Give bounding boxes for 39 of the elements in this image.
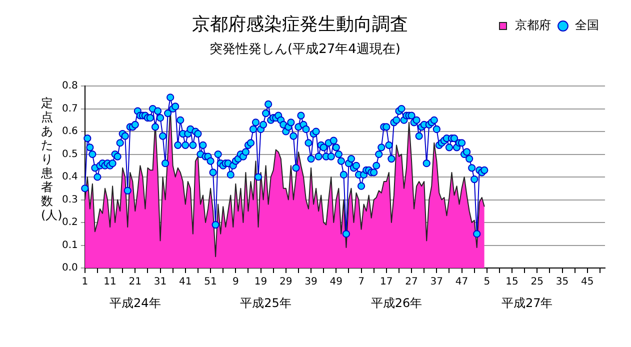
x-tick-label: 7 (358, 276, 364, 288)
text: 平成26年 (370, 296, 422, 310)
y-tick-label: 0.6 (62, 126, 78, 138)
legend-label: 京都府 (515, 18, 551, 32)
y-tick-label: 0.2 (62, 217, 78, 228)
text: 平成27年 (501, 296, 553, 310)
x-tick-label: 9 (232, 276, 239, 288)
text: 平成24年 (110, 296, 161, 310)
x-tick-label: 37 (430, 276, 444, 288)
x-tick-label: 45 (581, 276, 594, 288)
x-tick-label: 11 (104, 276, 116, 288)
x-tick-label: 49 (330, 276, 343, 288)
x-tick-label: 27 (405, 276, 418, 288)
chart-title: 京都府感染症発生動向調査 (192, 14, 408, 35)
x-tick-label: 51 (204, 276, 217, 288)
x-tick-label: 21 (128, 276, 142, 288)
y-tick-label: 0.1 (62, 240, 78, 251)
x-tick-label: 31 (154, 276, 167, 288)
x-tick-label: 5 (484, 276, 490, 288)
y-tick-label: 0.5 (62, 148, 78, 160)
x-tick-label: 25 (530, 276, 544, 288)
y-tick-label: 0.4 (62, 172, 78, 183)
x-tick-label: 15 (506, 276, 518, 288)
y-tick-label: 0.3 (62, 194, 78, 206)
x-tick-label: 47 (455, 276, 468, 288)
y-tick-label: 0.0 (62, 262, 78, 274)
y-tick-label: 0.7 (62, 103, 78, 114)
y-tick-label: 0.8 (62, 80, 78, 92)
x-tick-label: 29 (280, 276, 292, 288)
x-tick-label: 39 (304, 276, 318, 288)
text: 平成25年 (240, 296, 292, 310)
x-tick-label: 41 (179, 276, 192, 288)
x-tick-label: 1 (82, 276, 88, 288)
text: 定点あたり患者数(人) (41, 96, 62, 222)
x-tick-label: 19 (254, 276, 268, 288)
x-tick-label: 17 (380, 276, 393, 288)
legend-label: 全国 (575, 18, 599, 32)
chart-subtitle: 突発性発しん(平成27年4週現在) (208, 41, 402, 58)
x-tick-label: 35 (556, 276, 569, 288)
